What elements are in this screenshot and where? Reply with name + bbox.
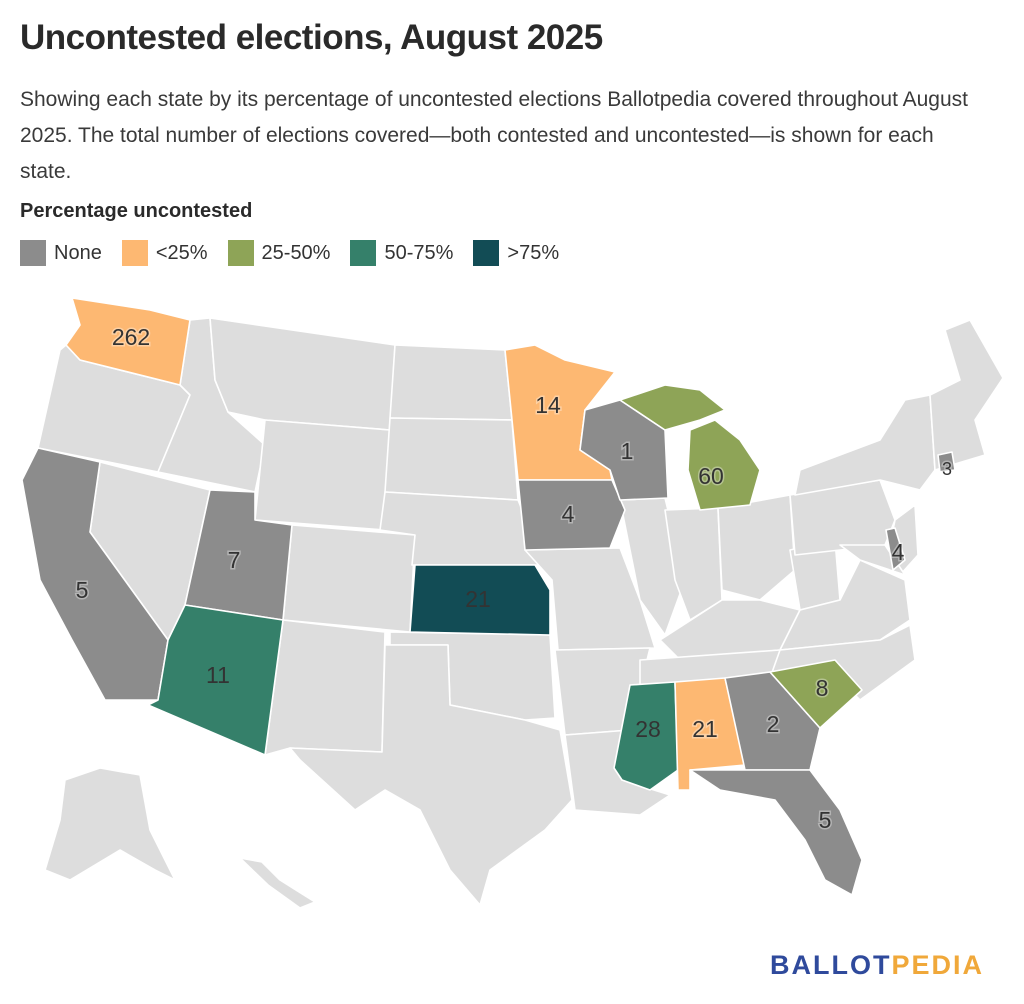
state-south-dakota	[384, 417, 519, 501]
state-alaska	[44, 767, 176, 881]
legend: None <25% 25-50% 50-75% >75%	[20, 240, 579, 266]
legend-swatch	[350, 240, 377, 266]
state-iowa	[517, 479, 626, 551]
state-rhode-island	[937, 451, 956, 473]
state-montana	[209, 317, 396, 431]
state-new-mexico	[264, 619, 386, 756]
legend-item-25-50: 25-50%	[227, 240, 331, 266]
label-rhode-island: 3	[942, 459, 952, 479]
state-delaware	[885, 527, 906, 571]
legend-item-none: None	[20, 240, 102, 266]
legend-swatch	[121, 240, 148, 266]
label-wisconsin: 1	[621, 438, 634, 464]
label-alabama: 21	[692, 716, 718, 742]
label-south-carolina: 8	[816, 675, 829, 701]
legend-swatch	[20, 240, 46, 266]
state-wyoming	[254, 419, 391, 531]
legend-label: 25-50%	[261, 241, 331, 264]
state-nebraska	[379, 491, 546, 566]
state-texas	[289, 644, 573, 906]
state-washington	[65, 297, 191, 386]
label-florida: 5	[819, 807, 832, 833]
state-hawaii	[239, 857, 316, 909]
label-georgia: 2	[767, 711, 780, 737]
state-arizona	[147, 604, 284, 756]
state-michigan	[619, 384, 761, 511]
legend-label: >75%	[507, 241, 560, 264]
label-michigan: 60	[698, 463, 724, 489]
label-arizona: 11	[206, 662, 230, 688]
state-new-england	[929, 319, 1004, 471]
label-utah: 7	[228, 547, 241, 573]
label-iowa: 4	[562, 501, 575, 527]
legend-item-over-75: >75%	[473, 240, 559, 266]
label-mississippi: 28	[635, 716, 661, 742]
state-south-carolina	[769, 659, 863, 729]
label-california: 5	[76, 577, 89, 603]
state-georgia	[724, 671, 821, 771]
label-washington: 262	[112, 324, 150, 350]
legend-label: 50-75%	[384, 241, 454, 264]
legend-label: <25%	[155, 241, 208, 264]
label-kansas: 21	[465, 586, 491, 612]
state-new-york	[794, 394, 936, 496]
label-delaware: 4	[892, 539, 905, 565]
legend-swatch	[473, 240, 500, 266]
state-florida	[689, 769, 863, 896]
logo-part-1: BALLOT	[770, 950, 892, 980]
page-title: Uncontested elections, August 2025	[20, 18, 603, 57]
logo-part-2: PEDIA	[891, 950, 985, 980]
label-minnesota: 14	[535, 392, 561, 418]
legend-item-50-75: 50-75%	[350, 240, 453, 266]
legend-item-under-25: <25%	[121, 240, 208, 266]
state-north-dakota	[389, 344, 513, 421]
state-colorado	[282, 524, 416, 633]
page-subtitle: Showing each state by its percentage of …	[20, 88, 968, 183]
state-kansas	[409, 564, 551, 636]
ballotpedia-logo: BALLOTPEDIA	[770, 950, 984, 981]
state-ohio	[717, 494, 796, 601]
state-maryland	[839, 544, 906, 576]
state-missouri	[524, 547, 656, 651]
legend-title: Percentage uncontested	[20, 200, 253, 222]
legend-label: None	[54, 241, 102, 264]
legend-swatch	[227, 240, 254, 266]
state-california	[21, 447, 169, 701]
